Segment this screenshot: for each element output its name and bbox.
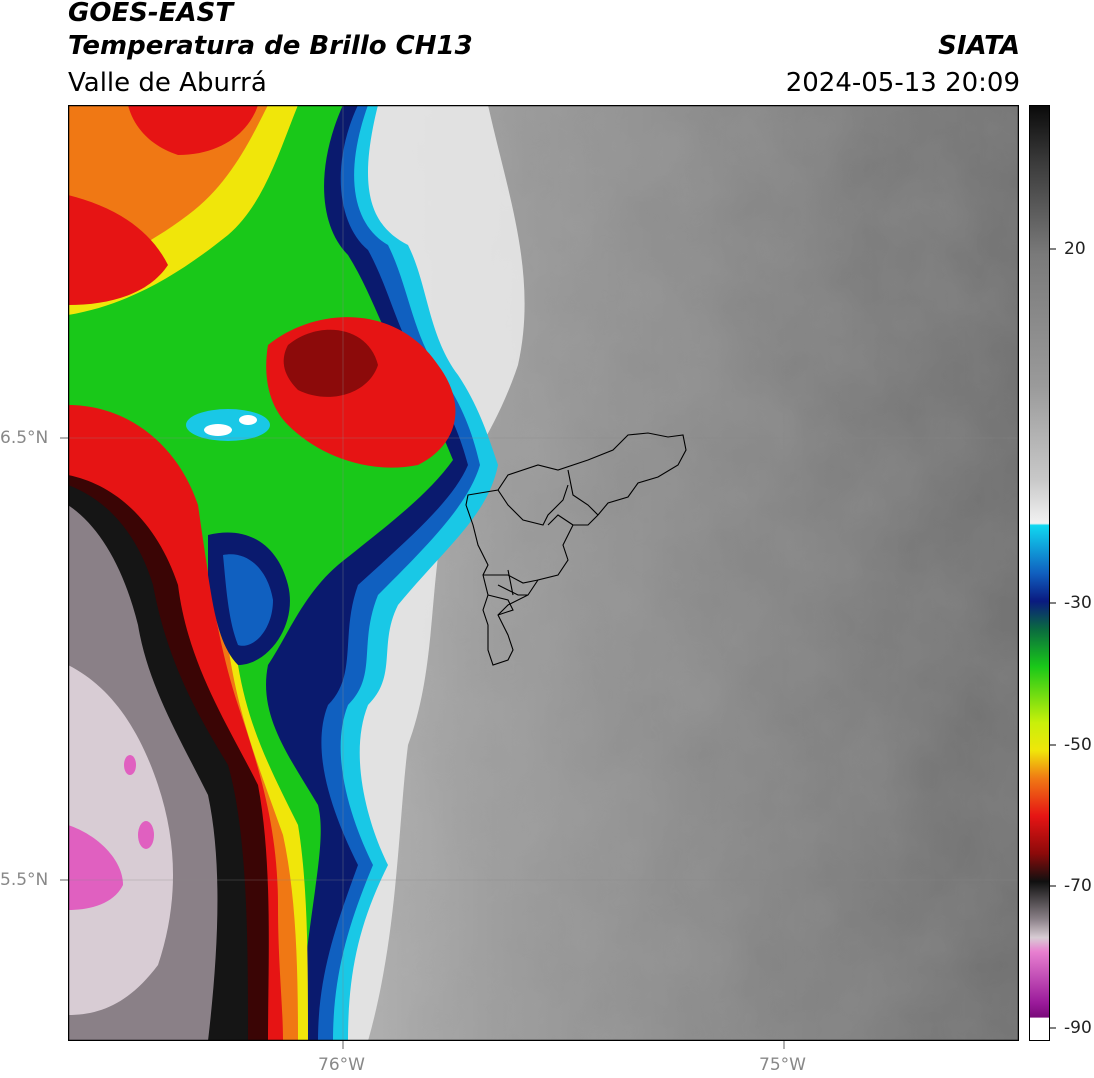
coldest-magenta	[68, 825, 123, 910]
boundary-inner	[497, 584, 528, 596]
colorbar-ticks	[1050, 248, 1056, 1029]
colorbar-tick-label: -90	[1064, 1018, 1092, 1038]
lat-label: 6.5°N	[0, 428, 49, 448]
region-subtitle: Valle de Aburrá	[68, 68, 267, 98]
colorbar-tick-label: -70	[1064, 876, 1092, 896]
coldest-magenta-spot	[138, 821, 154, 849]
map-frame	[68, 105, 1019, 1041]
cloud-white-spot	[239, 415, 257, 425]
cold-cloud-red-top	[128, 105, 258, 155]
lon-label: 76°W	[318, 1055, 365, 1075]
boundary-inner	[547, 514, 574, 526]
colorbar-tick-label: -50	[1064, 735, 1092, 755]
cloud-cyan-pocket	[223, 554, 273, 646]
aburra-valley-boundaries[interactable]	[465, 432, 687, 666]
boundary-inner	[487, 594, 514, 616]
satellite-map[interactable]	[68, 105, 1019, 1041]
organization-label: SIATA	[938, 31, 1020, 61]
lat-label: 5.5°N	[0, 870, 49, 890]
colorbar-tick-label: -30	[1064, 593, 1092, 613]
lon-label: 75°W	[759, 1055, 806, 1075]
product-title: Temperatura de Brillo CH13	[68, 31, 473, 61]
cold-top-lightgrey	[68, 665, 173, 1015]
boundary-inner	[483, 574, 539, 584]
cloud-white-spot	[204, 424, 232, 436]
satellite-title: GOES-EAST	[68, 0, 234, 28]
coldest-magenta-spot	[124, 755, 136, 775]
timestamp-label: 2024-05-13 20:09	[785, 68, 1020, 98]
colorbar-tick-label: 20	[1064, 239, 1086, 259]
boundary-inner	[567, 469, 599, 516]
boundary-inner	[497, 484, 569, 526]
lat-ticks	[60, 437, 68, 881]
temperature-colorbar	[1029, 105, 1050, 1041]
cold-cloud-red-north	[68, 195, 168, 305]
lon-ticks	[342, 1041, 785, 1049]
boundary-inner	[507, 569, 514, 596]
cloud-cyan-spot	[186, 409, 270, 441]
cold-cloud-darkred-core	[283, 329, 378, 397]
boundary-outline	[465, 432, 687, 666]
